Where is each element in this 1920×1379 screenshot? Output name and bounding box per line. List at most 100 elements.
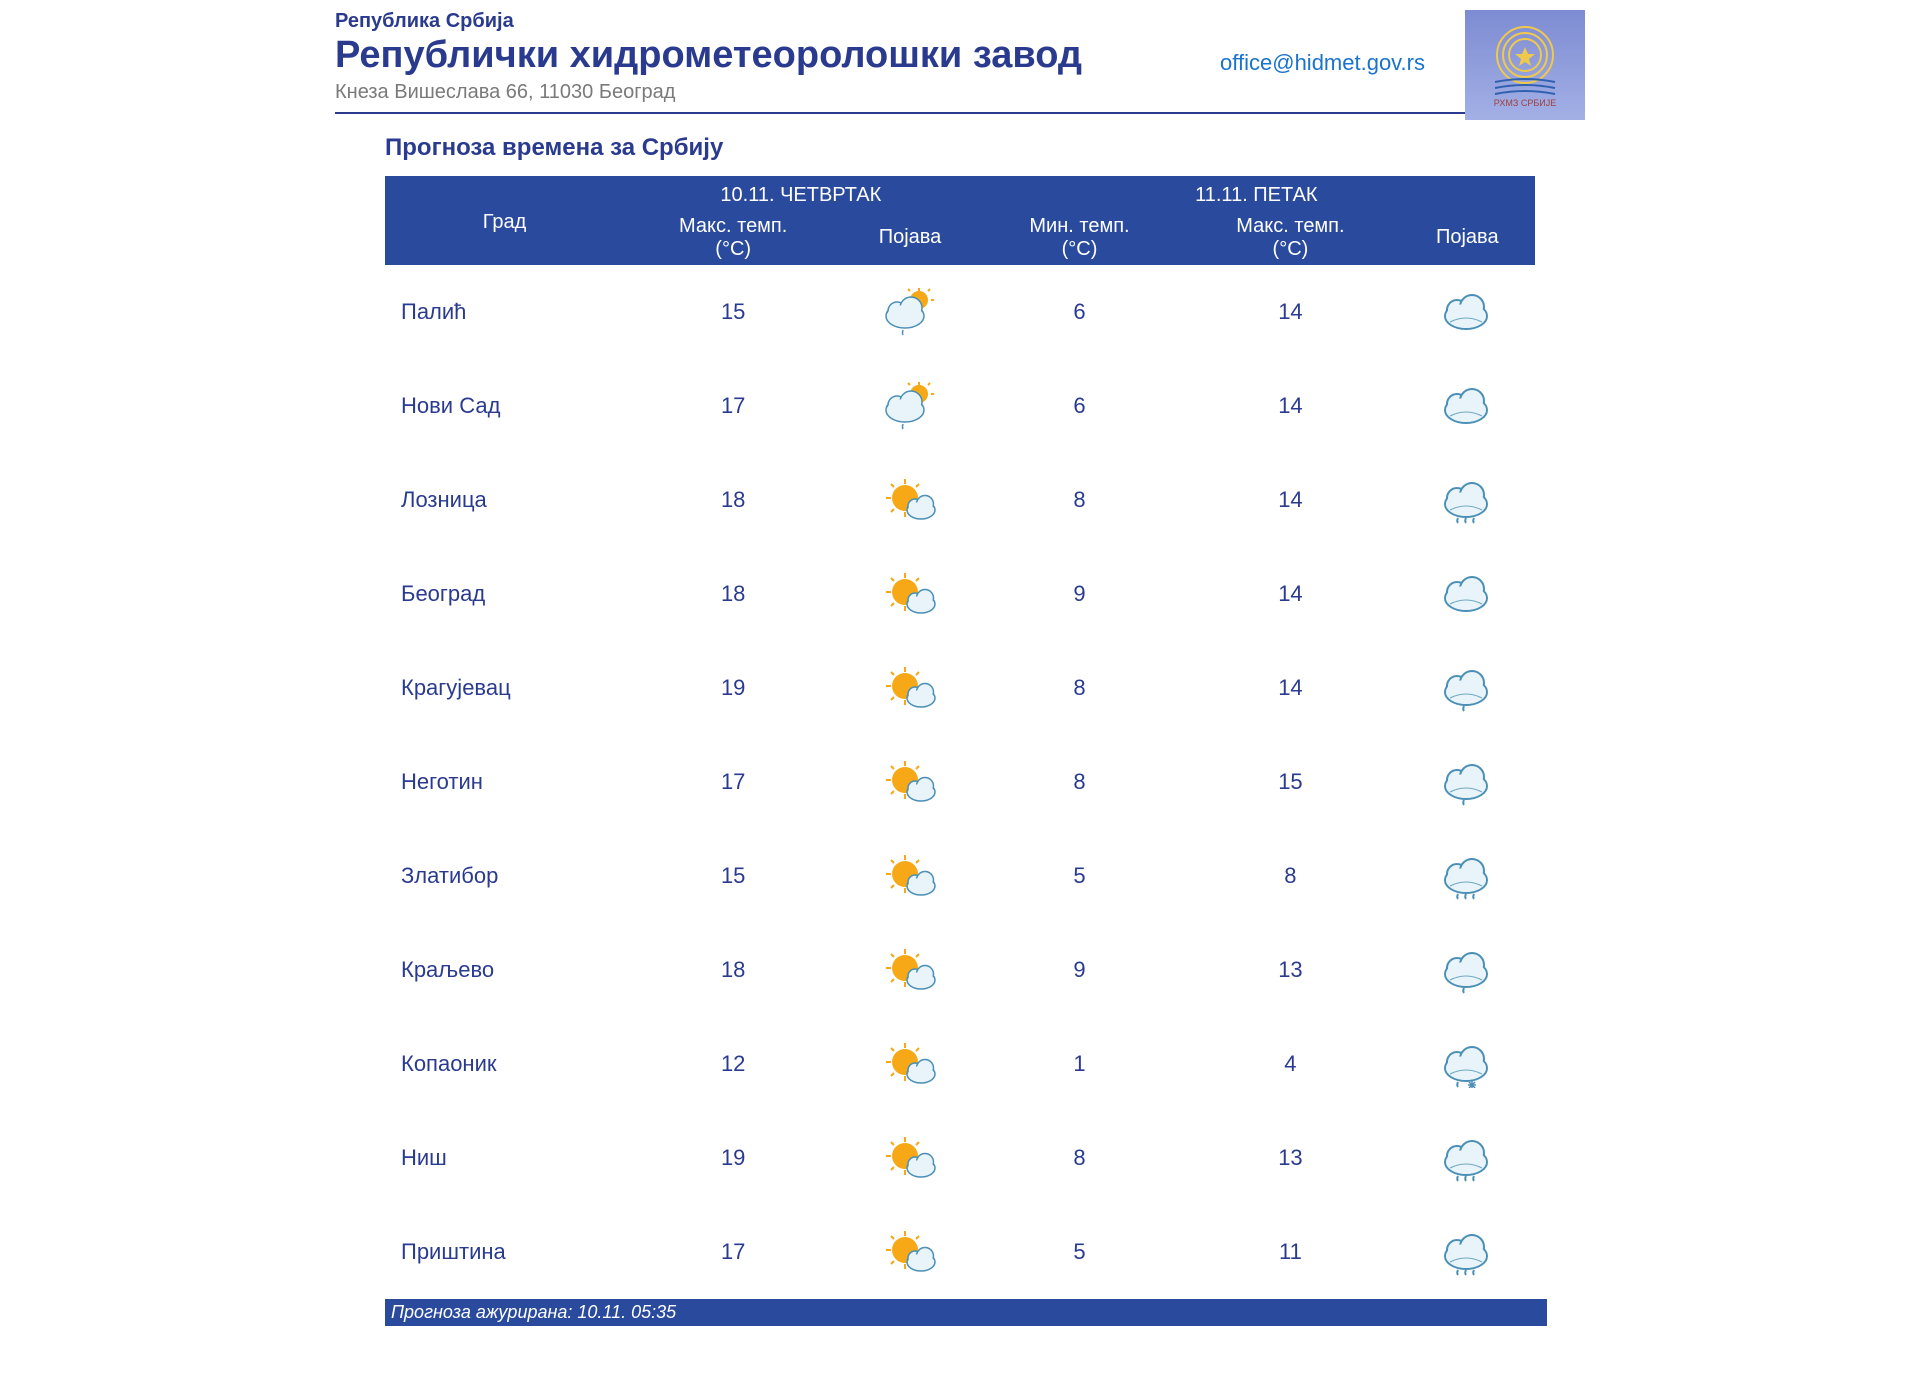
day1-max-header: Макс. темп.(°C) bbox=[624, 211, 842, 265]
cloud-sun-icon bbox=[883, 382, 937, 430]
day2-icon-cell bbox=[1400, 453, 1535, 547]
day2-min-cell: 8 bbox=[978, 641, 1182, 735]
day1-header: 10.11. ЧЕТВРТАК bbox=[624, 176, 978, 211]
day2-icon-cell bbox=[1400, 359, 1535, 453]
table-row: Ниш19 813 bbox=[385, 1111, 1535, 1205]
city-cell: Ниш bbox=[385, 1111, 624, 1205]
day2-icon-cell bbox=[1400, 735, 1535, 829]
day2-max-cell: 14 bbox=[1181, 359, 1399, 453]
cloud-drizzle-icon bbox=[1440, 758, 1494, 806]
cloud-rain-icon bbox=[1440, 1228, 1494, 1276]
day2-min-cell: 6 bbox=[978, 265, 1182, 359]
day1-icon-cell bbox=[842, 1111, 977, 1205]
city-cell: Неготин bbox=[385, 735, 624, 829]
sun-cloud-icon bbox=[883, 664, 937, 712]
cloud-icon bbox=[1440, 288, 1494, 336]
day2-max-cell: 14 bbox=[1181, 265, 1399, 359]
day2-icon-cell bbox=[1400, 265, 1535, 359]
day2-min-header: Мин. темп.(°C) bbox=[978, 211, 1182, 265]
day2-icon-cell bbox=[1400, 547, 1535, 641]
city-cell: Београд bbox=[385, 547, 624, 641]
cloud-drizzle-icon bbox=[1440, 664, 1494, 712]
day2-min-cell: 5 bbox=[978, 829, 1182, 923]
day2-min-cell: 1 bbox=[978, 1017, 1182, 1111]
table-row: Копаоник1214 bbox=[385, 1017, 1535, 1111]
day2-min-cell: 6 bbox=[978, 359, 1182, 453]
city-cell: Крагујевац bbox=[385, 641, 624, 735]
day2-icon-cell bbox=[1400, 1205, 1535, 1299]
cloud-sun-icon bbox=[883, 288, 937, 336]
day2-min-cell: 9 bbox=[978, 547, 1182, 641]
table-row: Палић15 614 bbox=[385, 265, 1535, 359]
table-row: Београд18 914 bbox=[385, 547, 1535, 641]
day1-max-cell: 18 bbox=[624, 453, 842, 547]
sun-cloud-icon bbox=[883, 1134, 937, 1182]
day1-cond-header: Појава bbox=[842, 211, 977, 265]
sun-cloud-icon bbox=[883, 1228, 937, 1276]
section-title: Прогноза времена за Србију bbox=[385, 134, 1585, 162]
day2-max-cell: 8 bbox=[1181, 829, 1399, 923]
day2-icon-cell bbox=[1400, 641, 1535, 735]
day1-icon-cell bbox=[842, 547, 977, 641]
day1-max-cell: 15 bbox=[624, 265, 842, 359]
table-row: Крагујевац19814 bbox=[385, 641, 1535, 735]
table-row: Краљево18 913 bbox=[385, 923, 1535, 1017]
address-line: Кнеза Вишеслава 66, 11030 Београд bbox=[335, 81, 1585, 104]
forecast-table: Град 10.11. ЧЕТВРТАК 11.11. ПЕТАК Макс. … bbox=[385, 176, 1535, 1299]
country-label: Република Србија bbox=[335, 10, 1585, 33]
city-cell: Лозница bbox=[385, 453, 624, 547]
day2-min-cell: 9 bbox=[978, 923, 1182, 1017]
cloud-snow-icon bbox=[1440, 1040, 1494, 1088]
day1-icon-cell bbox=[842, 923, 977, 1017]
day1-icon-cell bbox=[842, 829, 977, 923]
city-cell: Краљево bbox=[385, 923, 624, 1017]
contact-email-link[interactable]: office@hidmet.gov.rs bbox=[1220, 50, 1425, 76]
day1-max-cell: 17 bbox=[624, 359, 842, 453]
day1-icon-cell bbox=[842, 359, 977, 453]
table-row: Нови Сад17 614 bbox=[385, 359, 1535, 453]
cloud-rain-icon bbox=[1440, 476, 1494, 524]
sun-cloud-icon bbox=[883, 476, 937, 524]
day1-icon-cell bbox=[842, 453, 977, 547]
page-header: Република Србија Републички хидрометеоро… bbox=[335, 10, 1585, 114]
city-cell: Златибор bbox=[385, 829, 624, 923]
day2-min-cell: 5 bbox=[978, 1205, 1182, 1299]
day2-max-cell: 13 bbox=[1181, 923, 1399, 1017]
day1-max-cell: 17 bbox=[624, 1205, 842, 1299]
cloud-rain-icon bbox=[1440, 852, 1494, 900]
rhmz-logo: РХМЗ СРБИЈЕ bbox=[1465, 10, 1585, 120]
day2-min-cell: 8 bbox=[978, 735, 1182, 829]
day1-max-cell: 19 bbox=[624, 1111, 842, 1205]
day2-max-header: Макс. темп.(°C) bbox=[1181, 211, 1399, 265]
day2-max-cell: 15 bbox=[1181, 735, 1399, 829]
day1-icon-cell bbox=[842, 1017, 977, 1111]
day2-min-cell: 8 bbox=[978, 1111, 1182, 1205]
day1-icon-cell bbox=[842, 1205, 977, 1299]
day1-max-cell: 18 bbox=[624, 547, 842, 641]
update-timestamp: Прогноза ажурирана: 10.11. 05:35 bbox=[385, 1299, 1547, 1326]
day2-max-cell: 11 bbox=[1181, 1205, 1399, 1299]
day1-icon-cell bbox=[842, 641, 977, 735]
sun-cloud-icon bbox=[883, 570, 937, 618]
cloud-drizzle-icon bbox=[1440, 946, 1494, 994]
col-city-header: Град bbox=[385, 176, 624, 265]
city-cell: Палић bbox=[385, 265, 624, 359]
day1-max-cell: 17 bbox=[624, 735, 842, 829]
day2-header: 11.11. ПЕТАК bbox=[978, 176, 1535, 211]
svg-text:РХМЗ СРБИЈЕ: РХМЗ СРБИЈЕ bbox=[1494, 98, 1556, 108]
day1-max-cell: 15 bbox=[624, 829, 842, 923]
day2-max-cell: 4 bbox=[1181, 1017, 1399, 1111]
table-row: Златибор15 58 bbox=[385, 829, 1535, 923]
table-row: Приштина17511 bbox=[385, 1205, 1535, 1299]
day2-cond-header: Појава bbox=[1400, 211, 1535, 265]
day1-max-cell: 19 bbox=[624, 641, 842, 735]
day2-max-cell: 13 bbox=[1181, 1111, 1399, 1205]
cloud-icon bbox=[1440, 570, 1494, 618]
day2-max-cell: 14 bbox=[1181, 547, 1399, 641]
day1-max-cell: 18 bbox=[624, 923, 842, 1017]
day2-max-cell: 14 bbox=[1181, 453, 1399, 547]
day2-icon-cell bbox=[1400, 923, 1535, 1017]
table-row: Лозница18814 bbox=[385, 453, 1535, 547]
city-cell: Нови Сад bbox=[385, 359, 624, 453]
sun-cloud-icon bbox=[883, 1040, 937, 1088]
